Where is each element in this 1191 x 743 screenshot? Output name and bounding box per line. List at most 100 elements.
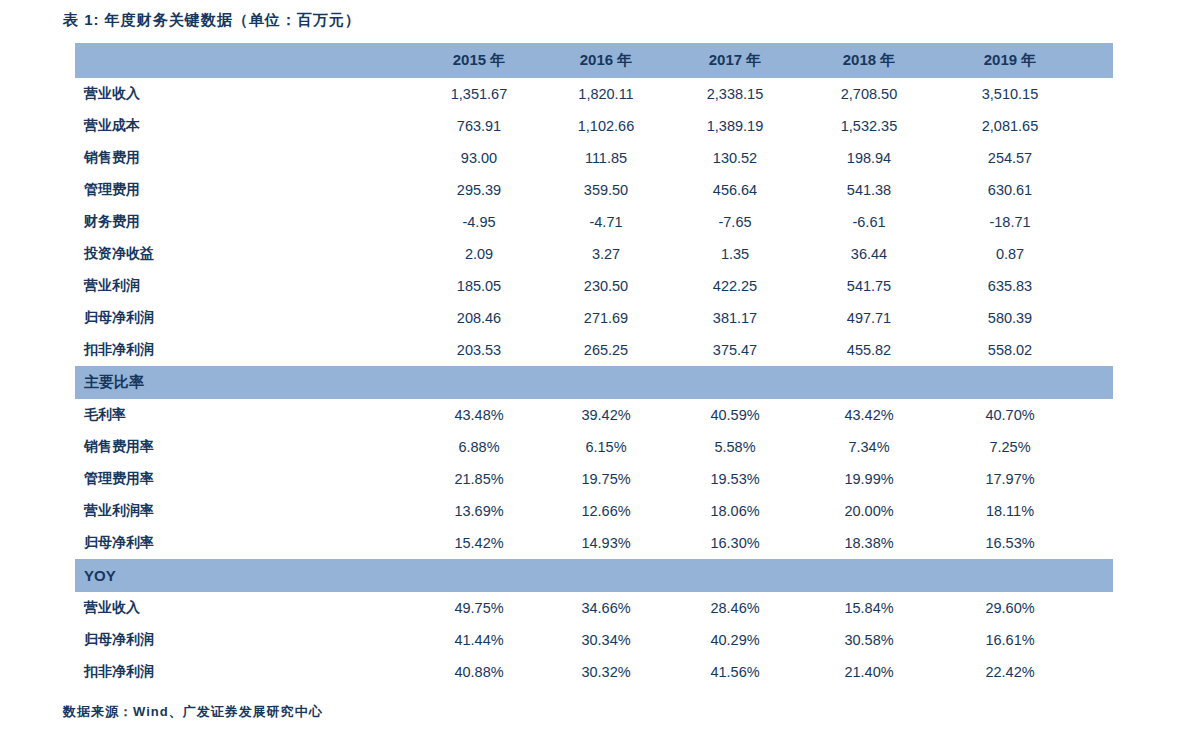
- cell-value: 6.88%: [415, 431, 543, 463]
- table-row: 扣非净利润40.88%30.32%41.56%21.40%22.42%: [75, 656, 1113, 688]
- cell-value: 2,338.15: [669, 78, 801, 110]
- cell-value: 40.70%: [937, 399, 1083, 431]
- table-header-row: 2015 年 2016 年 2017 年 2018 年 2019 年: [75, 43, 1113, 78]
- row-spacer-cell: [1083, 206, 1113, 238]
- year-header-2017: 2017 年: [669, 43, 801, 78]
- cell-value: -4.71: [543, 206, 669, 238]
- cell-value: 541.38: [801, 174, 937, 206]
- table-row: 营业收入1,351.671,820.112,338.152,708.503,51…: [75, 78, 1113, 110]
- cell-value: 34.66%: [543, 592, 669, 624]
- table-row: 财务费用-4.95-4.71-7.65-6.61-18.71: [75, 206, 1113, 238]
- table-row: 投资净收益2.093.271.3536.440.87: [75, 238, 1113, 270]
- cell-value: 497.71: [801, 302, 937, 334]
- cell-value: 208.46: [415, 302, 543, 334]
- row-label: 销售费用: [75, 142, 415, 174]
- cell-value: 16.61%: [937, 624, 1083, 656]
- row-spacer-cell: [1083, 399, 1113, 431]
- row-label: 投资净收益: [75, 238, 415, 270]
- cell-value: 3.27: [543, 238, 669, 270]
- row-label: 归母净利润: [75, 624, 415, 656]
- cell-value: 93.00: [415, 142, 543, 174]
- table-row: 营业收入49.75%34.66%28.46%15.84%29.60%: [75, 592, 1113, 624]
- table-row: 销售费用率6.88%6.15%5.58%7.34%7.25%: [75, 431, 1113, 463]
- cell-value: 254.57: [937, 142, 1083, 174]
- cell-value: -6.61: [801, 206, 937, 238]
- row-label: 扣非净利润: [75, 334, 415, 366]
- financial-data-table: 2015 年 2016 年 2017 年 2018 年 2019 年 营业收入1…: [75, 43, 1113, 688]
- cell-value: 375.47: [669, 334, 801, 366]
- cell-value: 422.25: [669, 270, 801, 302]
- cell-value: 19.75%: [543, 463, 669, 495]
- header-spacer-cell: [1083, 43, 1113, 78]
- row-spacer-cell: [1083, 174, 1113, 206]
- year-header-2015: 2015 年: [415, 43, 543, 78]
- table-row: 归母净利率15.42%14.93%16.30%18.38%16.53%: [75, 527, 1113, 559]
- row-spacer-cell: [1083, 270, 1113, 302]
- row-label: 营业利润率: [75, 495, 415, 527]
- cell-value: 130.52: [669, 142, 801, 174]
- cell-value: 763.91: [415, 110, 543, 142]
- row-spacer-cell: [1083, 495, 1113, 527]
- cell-value: 20.00%: [801, 495, 937, 527]
- cell-value: 18.11%: [937, 495, 1083, 527]
- year-header-2016: 2016 年: [543, 43, 669, 78]
- cell-value: 19.99%: [801, 463, 937, 495]
- cell-value: 14.93%: [543, 527, 669, 559]
- cell-value: 1,532.35: [801, 110, 937, 142]
- row-label: 归母净利润: [75, 302, 415, 334]
- cell-value: 15.42%: [415, 527, 543, 559]
- cell-value: 5.58%: [669, 431, 801, 463]
- row-spacer-cell: [1083, 78, 1113, 110]
- cell-value: 36.44: [801, 238, 937, 270]
- cell-value: 29.60%: [937, 592, 1083, 624]
- row-spacer-cell: [1083, 302, 1113, 334]
- cell-value: 12.66%: [543, 495, 669, 527]
- table-row: 毛利率43.48%39.42%40.59%43.42%40.70%: [75, 399, 1113, 431]
- table-row: 归母净利润41.44%30.34%40.29%30.58%16.61%: [75, 624, 1113, 656]
- cell-value: 111.85: [543, 142, 669, 174]
- cell-value: 43.48%: [415, 399, 543, 431]
- year-header-2018: 2018 年: [801, 43, 937, 78]
- row-label: 营业利润: [75, 270, 415, 302]
- cell-value: 21.40%: [801, 656, 937, 688]
- cell-value: 3,510.15: [937, 78, 1083, 110]
- table-row: 归母净利润208.46271.69381.17497.71580.39: [75, 302, 1113, 334]
- cell-value: 2,081.65: [937, 110, 1083, 142]
- table-title: 表 1: 年度财务关键数据（单位：百万元）: [63, 10, 1191, 30]
- cell-value: 16.30%: [669, 527, 801, 559]
- cell-value: 40.59%: [669, 399, 801, 431]
- cell-value: 1,102.66: [543, 110, 669, 142]
- cell-value: -18.71: [937, 206, 1083, 238]
- cell-value: 630.61: [937, 174, 1083, 206]
- table-row: 营业成本763.911,102.661,389.191,532.352,081.…: [75, 110, 1113, 142]
- cell-value: 18.06%: [669, 495, 801, 527]
- row-spacer-cell: [1083, 463, 1113, 495]
- data-source-note: 数据来源：Wind、广发证券发展研究中心: [63, 703, 1191, 721]
- cell-value: 580.39: [937, 302, 1083, 334]
- table-row: 扣非净利润203.53265.25375.47455.82558.02: [75, 334, 1113, 366]
- empty-corner-cell: [75, 43, 415, 78]
- cell-value: 2.09: [415, 238, 543, 270]
- row-label: 营业成本: [75, 110, 415, 142]
- row-spacer-cell: [1083, 334, 1113, 366]
- row-spacer-cell: [1083, 238, 1113, 270]
- row-label: 扣非净利润: [75, 656, 415, 688]
- cell-value: 1.35: [669, 238, 801, 270]
- table-row: 管理费用率21.85%19.75%19.53%19.99%17.97%: [75, 463, 1113, 495]
- row-label: 财务费用: [75, 206, 415, 238]
- cell-value: 41.56%: [669, 656, 801, 688]
- row-spacer-cell: [1083, 431, 1113, 463]
- cell-value: 1,351.67: [415, 78, 543, 110]
- cell-value: 295.39: [415, 174, 543, 206]
- section-header-label: YOY: [75, 559, 1113, 592]
- cell-value: 49.75%: [415, 592, 543, 624]
- section-header-row: YOY: [75, 559, 1113, 592]
- report-table-page: 表 1: 年度财务关键数据（单位：百万元） 2015 年 2016 年 2017…: [0, 10, 1191, 743]
- row-spacer-cell: [1083, 624, 1113, 656]
- cell-value: -7.65: [669, 206, 801, 238]
- table-row: 营业利润率13.69%12.66%18.06%20.00%18.11%: [75, 495, 1113, 527]
- row-label: 营业收入: [75, 78, 415, 110]
- row-spacer-cell: [1083, 110, 1113, 142]
- cell-value: 558.02: [937, 334, 1083, 366]
- cell-value: 28.46%: [669, 592, 801, 624]
